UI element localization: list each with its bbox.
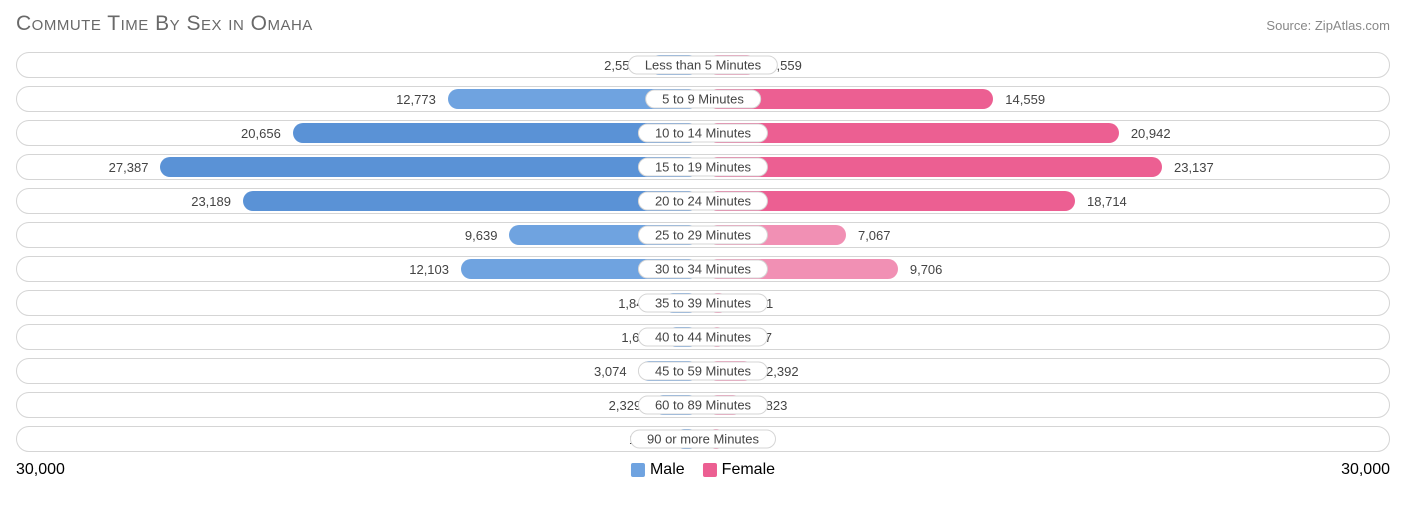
male-value: 3,074 — [586, 364, 635, 379]
male-value: 12,773 — [388, 92, 444, 107]
category-label: 15 to 19 Minutes — [638, 158, 768, 177]
male-half: 1,294 — [17, 427, 703, 451]
female-value: 18,714 — [1079, 194, 1135, 209]
legend-swatch-male — [631, 463, 645, 477]
category-label: 20 to 24 Minutes — [638, 192, 768, 211]
category-label: 25 to 29 Minutes — [638, 226, 768, 245]
female-value: 7,067 — [850, 228, 899, 243]
chart-source: Source: ZipAtlas.com — [1266, 18, 1390, 33]
male-half: 27,387 — [17, 155, 703, 179]
female-bar — [707, 157, 1162, 177]
category-label: Less than 5 Minutes — [628, 56, 778, 75]
category-label: 90 or more Minutes — [630, 430, 776, 449]
female-half: 905 — [703, 427, 1389, 451]
female-half: 7,067 — [703, 223, 1389, 247]
male-half: 2,559 — [17, 53, 703, 77]
category-label: 60 to 89 Minutes — [638, 396, 768, 415]
male-value: 9,639 — [457, 228, 506, 243]
chart-row: 12,103 9,706 30 to 34 Minutes — [16, 256, 1390, 282]
category-label: 45 to 59 Minutes — [638, 362, 768, 381]
male-bar — [160, 157, 699, 177]
male-half: 3,074 — [17, 359, 703, 383]
legend-swatch-female — [703, 463, 717, 477]
diverging-bar-chart: 2,5592,559Less than 5 Minutes 12,773 14,55… — [16, 52, 1390, 452]
female-half: 2,559 — [703, 53, 1389, 77]
male-half: 1,844 — [17, 291, 703, 315]
chart-row: 1,8441,10135 to 39 Minutes — [16, 290, 1390, 316]
chart-header: Commute Time By Sex in Omaha Source: Zip… — [16, 12, 1390, 36]
chart-row: 2,3291,82360 to 89 Minutes — [16, 392, 1390, 418]
legend-label-female: Female — [722, 461, 775, 478]
chart-title: Commute Time By Sex in Omaha — [16, 12, 313, 36]
female-half: 1,101 — [703, 291, 1389, 315]
male-half: 20,656 — [17, 121, 703, 145]
female-half: 1,037 — [703, 325, 1389, 349]
male-half: 1,685 — [17, 325, 703, 349]
male-value: 12,103 — [401, 262, 457, 277]
legend-item-female: Female — [703, 461, 775, 479]
female-half: 1,823 — [703, 393, 1389, 417]
female-half: 14,559 — [703, 87, 1389, 111]
chart-row: 1,6851,03740 to 44 Minutes — [16, 324, 1390, 350]
female-value: 9,706 — [902, 262, 951, 277]
female-half: 9,706 — [703, 257, 1389, 281]
female-half: 18,714 — [703, 189, 1389, 213]
male-half: 23,189 — [17, 189, 703, 213]
chart-row: 20,656 20,942 10 to 14 Minutes — [16, 120, 1390, 146]
source-prefix: Source: — [1266, 18, 1311, 33]
female-half: 2,392 — [703, 359, 1389, 383]
category-label: 40 to 44 Minutes — [638, 328, 768, 347]
chart-row: 12,773 14,559 5 to 9 Minutes — [16, 86, 1390, 112]
male-bar — [243, 191, 699, 211]
legend-item-male: Male — [631, 461, 685, 479]
female-value: 20,942 — [1123, 126, 1179, 141]
chart-footer: 30,000 Male Female 30,000 — [16, 460, 1390, 480]
legend-label-male: Male — [650, 461, 685, 478]
category-label: 10 to 14 Minutes — [638, 124, 768, 143]
female-value: 23,137 — [1166, 160, 1222, 175]
female-half: 20,942 — [703, 121, 1389, 145]
male-value: 27,387 — [101, 160, 157, 175]
male-half: 12,773 — [17, 87, 703, 111]
axis-left-max: 30,000 — [16, 461, 65, 479]
category-label: 5 to 9 Minutes — [645, 90, 761, 109]
source-link[interactable]: ZipAtlas.com — [1315, 18, 1390, 33]
chart-row: 2,5592,559Less than 5 Minutes — [16, 52, 1390, 78]
axis-right-max: 30,000 — [1341, 461, 1390, 479]
male-half: 9,639 — [17, 223, 703, 247]
male-value: 20,656 — [233, 126, 289, 141]
chart-legend: Male Female — [631, 461, 775, 479]
chart-row: 23,189 18,714 20 to 24 Minutes — [16, 188, 1390, 214]
male-value: 23,189 — [183, 194, 239, 209]
chart-row: 1,29490590 or more Minutes — [16, 426, 1390, 452]
category-label: 30 to 34 Minutes — [638, 260, 768, 279]
female-value: 14,559 — [997, 92, 1053, 107]
female-half: 23,137 — [703, 155, 1389, 179]
male-half: 2,329 — [17, 393, 703, 417]
chart-row: 3,074 2,39245 to 59 Minutes — [16, 358, 1390, 384]
male-half: 12,103 — [17, 257, 703, 281]
category-label: 35 to 39 Minutes — [638, 294, 768, 313]
chart-row: 9,639 7,067 25 to 29 Minutes — [16, 222, 1390, 248]
female-bar — [707, 123, 1119, 143]
chart-row: 27,387 23,137 15 to 19 Minutes — [16, 154, 1390, 180]
